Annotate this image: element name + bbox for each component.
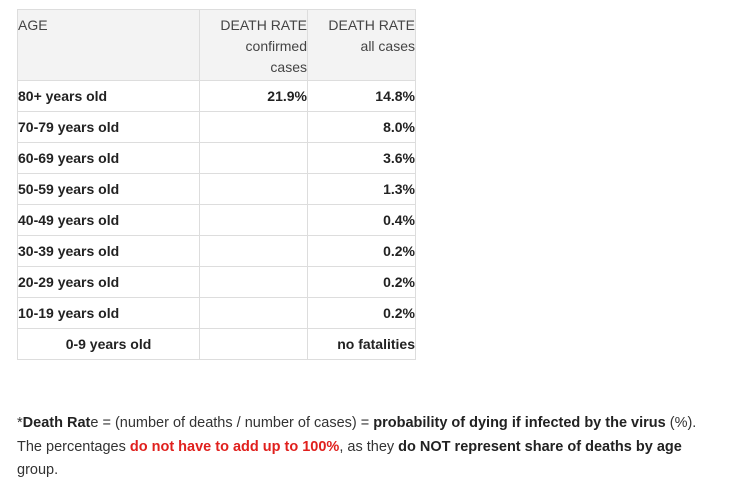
table-row: 0-9 years old no fatalities: [17, 328, 416, 360]
table-row: 50-59 years old 1.3%: [17, 173, 416, 205]
confirmed-rate-cell: [199, 173, 308, 205]
all-rate-cell: 0.4%: [307, 204, 416, 236]
footnote-percent: (%).: [665, 415, 697, 431]
footnote-not-bold: do NOT represent share of deaths by age: [398, 438, 682, 455]
death-rate-table: AGE DEATH RATE confirmed cases DEATH RAT…: [17, 9, 416, 360]
header-confirmed-line3: cases: [270, 59, 307, 75]
table-row: 60-69 years old 3.6%: [17, 142, 416, 174]
header-confirmed-line2: confirmed: [245, 38, 307, 54]
footnote-sentence-mid: , as they: [339, 438, 399, 455]
all-rate-cell: 1.3%: [307, 173, 416, 205]
age-cell: 0-9 years old: [17, 328, 200, 360]
footnote-equation: = (number of deaths / number of cases) =: [98, 415, 374, 431]
header-age: AGE: [17, 9, 200, 81]
footnote-probability: probability of dying if infected by the …: [373, 415, 666, 431]
header-confirmed-line1: DEATH RATE: [220, 17, 307, 33]
all-rate-cell: 8.0%: [307, 111, 416, 143]
table-row: 10-19 years old 0.2%: [17, 297, 416, 329]
age-cell: 40-49 years old: [17, 204, 200, 236]
all-rate-cell: 14.8%: [307, 80, 416, 112]
header-death-rate-all: DEATH RATE all cases: [307, 9, 416, 81]
table-row: 70-79 years old 8.0%: [17, 111, 416, 143]
all-rate-cell: 0.2%: [307, 266, 416, 298]
age-cell: 60-69 years old: [17, 142, 200, 174]
footnote-red-emphasis: do not have to add up to 100%: [129, 438, 340, 455]
confirmed-rate-cell: [199, 328, 308, 360]
footnote-term-tail: e: [90, 415, 99, 431]
confirmed-rate-cell: [199, 142, 308, 174]
header-all-line2: all cases: [360, 38, 415, 54]
table-row: 30-39 years old 0.2%: [17, 235, 416, 267]
age-cell: 70-79 years old: [17, 111, 200, 143]
confirmed-rate-cell: [199, 204, 308, 236]
age-cell: 80+ years old: [17, 80, 200, 112]
footnote-term: Death Rat: [22, 415, 91, 431]
header-all-line1: DEATH RATE: [328, 17, 415, 33]
footnote-star: *: [17, 415, 23, 431]
table-row: 20-29 years old 0.2%: [17, 266, 416, 298]
death-rate-footnote: *Death Rate = (number of deaths / number…: [17, 412, 717, 483]
confirmed-rate-cell: [199, 266, 308, 298]
confirmed-rate-cell: 21.9%: [199, 80, 308, 112]
header-death-rate-confirmed: DEATH RATE confirmed cases: [199, 9, 308, 81]
confirmed-rate-cell: [199, 111, 308, 143]
confirmed-rate-cell: [199, 297, 308, 329]
age-cell: 20-29 years old: [17, 266, 200, 298]
table-row: 80+ years old 21.9% 14.8%: [17, 80, 416, 112]
age-cell: 30-39 years old: [17, 235, 200, 267]
header-age-label: AGE: [18, 17, 48, 33]
all-rate-cell: 0.2%: [307, 297, 416, 329]
age-cell: 50-59 years old: [17, 173, 200, 205]
confirmed-rate-cell: [199, 235, 308, 267]
all-rate-cell: no fatalities: [307, 328, 416, 360]
footnote-sentence-start: The percentages: [17, 438, 130, 455]
all-rate-cell: 0.2%: [307, 235, 416, 267]
all-rate-cell: 3.6%: [307, 142, 416, 174]
table-header-row: AGE DEATH RATE confirmed cases DEATH RAT…: [17, 9, 416, 81]
table-row: 40-49 years old 0.4%: [17, 204, 416, 236]
footnote-end: group.: [17, 462, 59, 478]
age-cell: 10-19 years old: [17, 297, 200, 329]
